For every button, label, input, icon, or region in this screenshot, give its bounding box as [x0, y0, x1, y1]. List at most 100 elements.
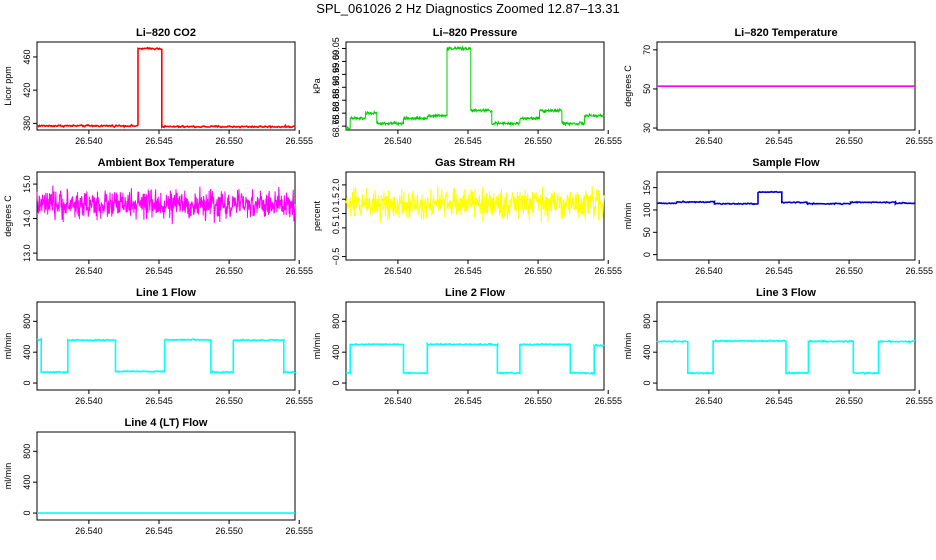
y-tick-label: 0: [22, 511, 32, 516]
chart-title: Li–820 Temperature: [734, 27, 837, 39]
chart-title: Ambient Box Temperature: [98, 157, 235, 169]
x-tick-label: 26.555: [285, 136, 313, 146]
x-tick-label: 26.550: [524, 266, 552, 276]
y-tick-label: 68.90: [331, 76, 341, 99]
x-tick-label: 26.555: [285, 266, 313, 276]
y-tick-label: 460: [22, 49, 32, 64]
y-tick-label: 800: [642, 314, 652, 329]
y-tick-label: 15.0: [22, 175, 32, 193]
x-tick-label: 26.555: [905, 136, 933, 146]
chart-panel-6: Sample Flow 26.540 26.545 26.550 26.555 0 50 10…: [623, 157, 933, 276]
y-tick-label: 68.80: [331, 102, 341, 125]
x-tick-label: 26.545: [765, 396, 793, 406]
y-tick-label: 0: [331, 381, 341, 386]
y-axis-label: ml/min: [3, 333, 13, 360]
x-tick-label: 26.540: [75, 526, 103, 536]
x-tick-label: 26.545: [454, 136, 482, 146]
x-tick-label: 26.540: [695, 266, 723, 276]
y-axis-label: degrees C: [623, 65, 633, 107]
chart-title: Line 2 Flow: [445, 287, 505, 299]
plot-frame: [36, 301, 296, 391]
y-tick-label: 0: [642, 381, 652, 386]
x-tick-label: 26.540: [384, 136, 412, 146]
y-tick-label: 69.00: [331, 50, 341, 73]
chart-title: Li–820 Pressure: [433, 27, 517, 39]
y-tick-label: 100: [642, 202, 652, 217]
x-tick-label: 26.555: [594, 136, 622, 146]
y-tick-label: −0.5: [331, 248, 341, 266]
plot-frame: [36, 41, 296, 131]
plot-frame: [345, 301, 605, 391]
y-axis-label: degrees C: [3, 195, 13, 237]
x-tick-label: 26.540: [75, 396, 103, 406]
x-tick-label: 26.545: [145, 396, 173, 406]
x-tick-label: 26.540: [384, 266, 412, 276]
series-line: [36, 185, 296, 225]
x-tick-label: 26.550: [524, 136, 552, 146]
plot-frame: [36, 171, 296, 261]
chart-panel-5: Gas Stream RH 26.540 26.545 26.550 26.555 −0.…: [312, 157, 622, 276]
x-tick-label: 26.550: [835, 266, 863, 276]
x-tick-label: 26.550: [835, 396, 863, 406]
y-tick-label: 400: [331, 345, 341, 360]
x-tick-label: 26.550: [524, 396, 552, 406]
y-tick-label: 30: [642, 123, 652, 133]
chart-panel-10: Line 4 (LT) Flow 26.540 26.545 26.550 26.555…: [3, 417, 313, 536]
chart-panel-2: Li–820 Pressure 26.540 26.545 26.550 26.555 6…: [312, 27, 622, 146]
x-tick-label: 26.545: [454, 396, 482, 406]
series-line: [345, 185, 605, 224]
y-tick-label: 50: [642, 227, 652, 237]
x-tick-label: 26.555: [905, 266, 933, 276]
chart-title: Line 4 (LT) Flow: [125, 417, 208, 429]
y-tick-label: 0: [22, 381, 32, 386]
x-tick-label: 26.550: [215, 396, 243, 406]
y-axis-label: ml/min: [312, 333, 322, 360]
y-tick-label: 0: [642, 252, 652, 257]
series-line: [345, 341, 605, 376]
x-tick-label: 26.545: [145, 526, 173, 536]
y-axis-label: ml/min: [623, 333, 633, 360]
x-tick-label: 26.550: [215, 266, 243, 276]
y-tick-label: 13.0: [22, 244, 32, 262]
plot-frame: [345, 41, 605, 131]
chart-panel-8: Line 2 Flow 26.540 26.545 26.550 26.555 0 400 8…: [312, 287, 622, 406]
y-tick-label: 800: [22, 444, 32, 459]
chart-title: Gas Stream RH: [435, 157, 515, 169]
y-axis-label: ml/min: [623, 203, 633, 230]
plot-frame: [36, 431, 296, 521]
plot-frame: [656, 301, 916, 391]
y-tick-label: 70: [642, 45, 652, 55]
x-tick-label: 26.550: [215, 526, 243, 536]
x-tick-label: 26.540: [384, 396, 412, 406]
y-tick-label: 800: [331, 314, 341, 329]
series-line: [36, 337, 296, 375]
plot-frame: [345, 171, 605, 261]
plot-frame: [656, 171, 916, 261]
chart-panel-9: Line 3 Flow 26.540 26.545 26.550 26.555 0 400 8…: [623, 287, 933, 406]
x-tick-label: 26.545: [145, 136, 173, 146]
x-tick-label: 26.540: [75, 136, 103, 146]
y-tick-label: 2.0: [331, 179, 341, 192]
y-tick-label: 400: [642, 345, 652, 360]
y-tick-label: 69.05: [331, 37, 341, 60]
y-tick-label: 68.75: [331, 115, 341, 138]
y-tick-label: 14.0: [22, 210, 32, 228]
x-tick-label: 26.555: [594, 266, 622, 276]
x-tick-label: 26.540: [695, 396, 723, 406]
x-tick-label: 26.545: [145, 266, 173, 276]
y-tick-label: 150: [642, 180, 652, 195]
chart-title: Sample Flow: [752, 157, 820, 169]
y-tick-label: 1.5: [331, 193, 341, 206]
series-line: [36, 46, 296, 129]
x-tick-label: 26.545: [765, 266, 793, 276]
series-line: [656, 190, 915, 207]
x-tick-label: 26.555: [905, 396, 933, 406]
y-tick-label: 420: [22, 83, 32, 98]
chart-title: Li–820 CO2: [136, 27, 196, 39]
chart-panel-3: Li–820 Temperature 26.540 26.545 26.550 26.5…: [623, 27, 933, 146]
x-tick-label: 26.550: [835, 136, 863, 146]
y-axis-label: kPa: [312, 78, 322, 94]
y-tick-label: 0.5: [331, 222, 341, 235]
y-tick-label: 380: [22, 116, 32, 131]
y-tick-label: 68.85: [331, 89, 341, 112]
